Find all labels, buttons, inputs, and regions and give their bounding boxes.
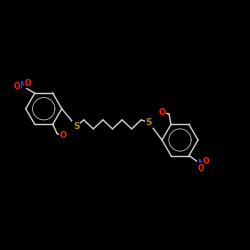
Text: O: O [202, 157, 209, 166]
Text: O: O [158, 108, 166, 117]
Text: O: O [14, 82, 20, 92]
Text: S: S [73, 122, 80, 131]
Text: S: S [146, 118, 152, 127]
Text: O: O [198, 164, 204, 173]
Text: O: O [24, 79, 31, 88]
Text: O: O [60, 131, 67, 140]
Text: N: N [197, 159, 204, 168]
Text: N: N [19, 81, 26, 90]
